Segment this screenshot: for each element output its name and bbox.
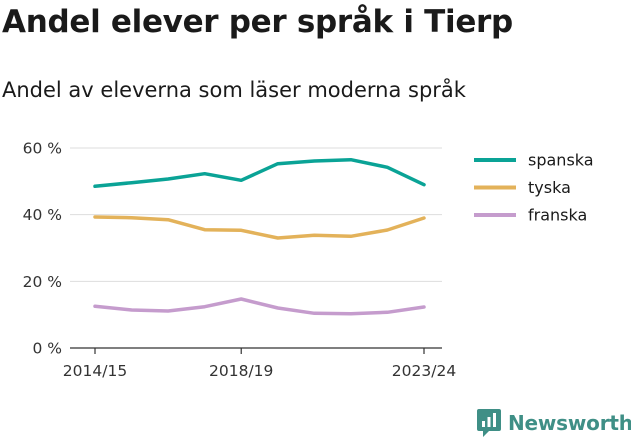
series-line-spanska <box>93 157 426 189</box>
legend-label-franska: franska <box>528 206 587 225</box>
page-subtitle: Andel av eleverna som läser moderna språ… <box>2 78 466 102</box>
series-line-tyska <box>93 215 426 240</box>
legend: spanska tyska franska <box>474 151 594 225</box>
series-lines <box>93 157 426 316</box>
y-tick-label: 20 % <box>23 273 62 291</box>
brand-name: Newsworthy <box>508 411 631 435</box>
line-chart: 0 % 20 % 40 % 60 % 2014/15 2018/19 2023/24 sp… <box>23 140 594 381</box>
y-axis: 0 % 20 % 40 % 60 % <box>23 140 62 358</box>
x-axis: 2014/15 2018/19 2023/24 <box>63 348 456 380</box>
legend-label-tyska: tyska <box>528 178 571 197</box>
y-tick-label: 60 % <box>23 140 62 158</box>
legend-label-spanska: spanska <box>528 151 594 170</box>
newsworthy-logo-icon <box>477 409 501 437</box>
y-tick-label: 0 % <box>32 340 62 358</box>
y-tick-label: 40 % <box>23 206 62 224</box>
grid-lines <box>70 147 442 349</box>
x-tick-label: 2014/15 <box>63 362 127 380</box>
series-line-franska <box>93 297 426 316</box>
page-title: Andel elever per språk i Tierp <box>2 4 513 40</box>
x-tick-label: 2023/24 <box>392 362 456 380</box>
brand: Newsworthy <box>476 407 631 439</box>
x-tick-label: 2018/19 <box>209 362 273 380</box>
